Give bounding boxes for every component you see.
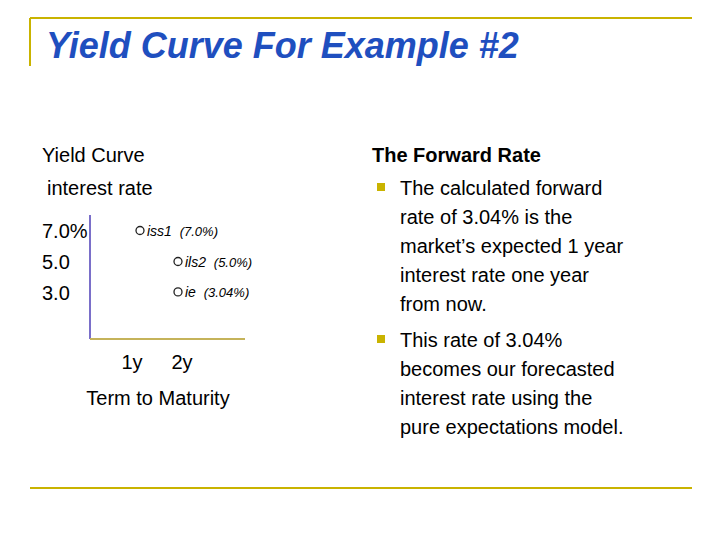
point-value: (3.04%) xyxy=(204,285,250,300)
slide: Yield Curve For Example #2 Yield Curve int… xyxy=(0,0,720,540)
point-name: ils2 xyxy=(185,254,206,270)
bullet-marker xyxy=(377,183,385,191)
bullet-text: interest rate using the xyxy=(400,387,592,409)
bullet-text: becomes our forecasted xyxy=(400,358,615,380)
spacer xyxy=(196,284,204,300)
bullet-text: interest rate one year xyxy=(400,264,589,286)
slide-title: Yield Curve For Example #2 xyxy=(46,25,519,66)
point xyxy=(174,288,182,296)
bullet-marker xyxy=(377,335,385,343)
y-axis-line xyxy=(89,215,91,339)
bullet-text: This rate of 3.04% xyxy=(400,329,563,351)
frame-top xyxy=(30,17,692,19)
point-label: ie (3.04%) xyxy=(185,284,249,300)
y-tick-label: 3.0 xyxy=(42,282,70,304)
bullet-text: market’s expected 1 year xyxy=(400,235,623,257)
point-name: ie xyxy=(185,284,196,300)
bullet-text: The calculated forward xyxy=(400,177,602,199)
point-value: (5.0%) xyxy=(214,255,252,270)
point-labels: iss1 (7.0%) ils2 (5.0%) ie (3.04%) xyxy=(147,223,252,300)
point xyxy=(136,227,144,235)
frame-bottom xyxy=(30,487,692,489)
y-axis-label: interest rate xyxy=(47,177,153,199)
spacer xyxy=(172,223,180,239)
frame-left xyxy=(29,18,31,66)
x-tick-label: 1y xyxy=(121,351,142,373)
point-label: iss1 (7.0%) xyxy=(147,223,218,239)
spacer xyxy=(206,254,214,270)
x-axis-line xyxy=(90,338,245,340)
bullet-text: from now. xyxy=(400,293,487,315)
point-value: (7.0%) xyxy=(180,224,218,239)
bullet-text: pure expectations model. xyxy=(400,416,623,438)
x-axis-label: Term to Maturity xyxy=(86,387,229,409)
point-label: ils2 (5.0%) xyxy=(185,254,252,270)
bullet-text: rate of 3.04% is the xyxy=(400,206,572,228)
panel-heading: The Forward Rate xyxy=(372,144,541,166)
x-tick-label: 2y xyxy=(171,351,192,373)
y-tick-label: 5.0 xyxy=(42,251,70,273)
chart-title: Yield Curve xyxy=(42,144,145,166)
point-name: iss1 xyxy=(147,223,172,239)
y-tick-label: 7.0% xyxy=(42,220,88,242)
point xyxy=(174,258,182,266)
